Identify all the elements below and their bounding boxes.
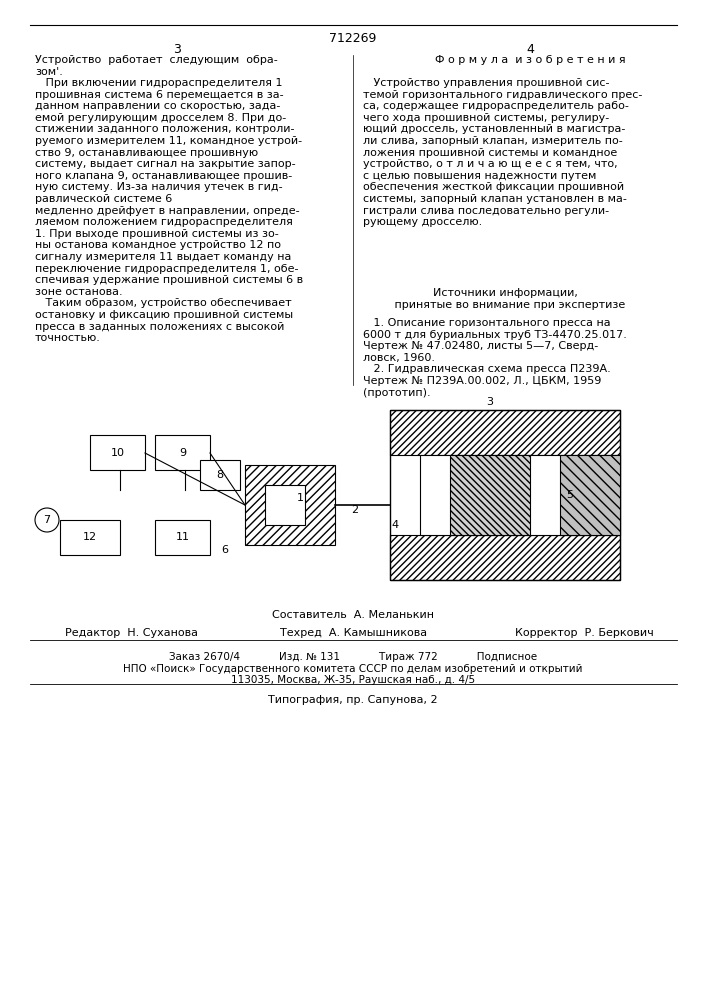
Text: 1. Описание горизонтального пресса на
6000 т для буриальных труб ТЗ-4470.25.017.: 1. Описание горизонтального пресса на 60… [363,318,627,398]
Text: НПО «Поиск» Государственного комитета СССР по делам изобретений и открытий: НПО «Поиск» Государственного комитета СС… [123,664,583,674]
Text: При включении гидрораспределителя 1
прошивная система 6 перемещается в за-
данно: При включении гидрораспределителя 1 прош… [35,78,303,343]
Text: 5: 5 [566,490,573,500]
Text: 8: 8 [216,470,223,480]
Bar [155,520,210,555]
Text: Корректор  Р. Беркович: Корректор Р. Беркович [515,628,654,638]
Text: 712269: 712269 [329,32,377,45]
Bar [265,485,305,525]
Text: 11: 11 [175,532,189,542]
Text: 3: 3 [173,43,181,56]
Text: Устройство управления прошивной сис-
темой горизонтального гидравлического прес-: Устройство управления прошивной сис- тем… [363,78,643,227]
Text: 7: 7 [43,515,51,525]
Text: Типография, пр. Сапунова, 2: Типография, пр. Сапунова, 2 [268,695,438,705]
Bar [390,410,620,455]
Text: 113035, Москва, Ж-35, Раушская наб., д. 4/5: 113035, Москва, Ж-35, Раушская наб., д. … [231,675,475,685]
Text: 10: 10 [110,448,124,458]
Bar [245,465,335,545]
Text: Техред  А. Камышникова: Техред А. Камышникова [280,628,427,638]
Bar [60,520,120,555]
Bar [420,455,620,535]
Text: 12: 12 [83,532,97,542]
Bar [200,460,240,490]
Text: Редактор  Н. Суханова: Редактор Н. Суханова [65,628,198,638]
Bar [560,455,620,535]
Text: Устройство  работает  следующим  обра-
зом'.: Устройство работает следующим обра- зом'… [35,55,278,77]
Text: Источники информации,
         принятые во внимание при экспертизе: Источники информации, принятые во вниман… [363,288,625,310]
Text: 2: 2 [351,505,358,515]
Text: 4: 4 [526,43,534,56]
Bar [90,435,145,470]
Bar [155,435,210,470]
Text: 3: 3 [486,397,493,407]
Text: 9: 9 [179,448,186,458]
Bar [390,410,620,580]
Text: 6: 6 [221,545,228,555]
Bar [390,535,620,580]
Text: Заказ 2670/4            Изд. № 131            Тираж 772            Подписное: Заказ 2670/4 Изд. № 131 Тираж 772 Подпис… [169,652,537,662]
Text: Составитель  А. Меланькин: Составитель А. Меланькин [272,610,434,620]
Text: 1: 1 [296,493,303,503]
Circle shape [35,508,59,532]
Text: Ф о р м у л а  и з о б р е т е н и я: Ф о р м у л а и з о б р е т е н и я [435,55,625,65]
Text: 4: 4 [392,520,399,530]
Bar [450,455,530,535]
